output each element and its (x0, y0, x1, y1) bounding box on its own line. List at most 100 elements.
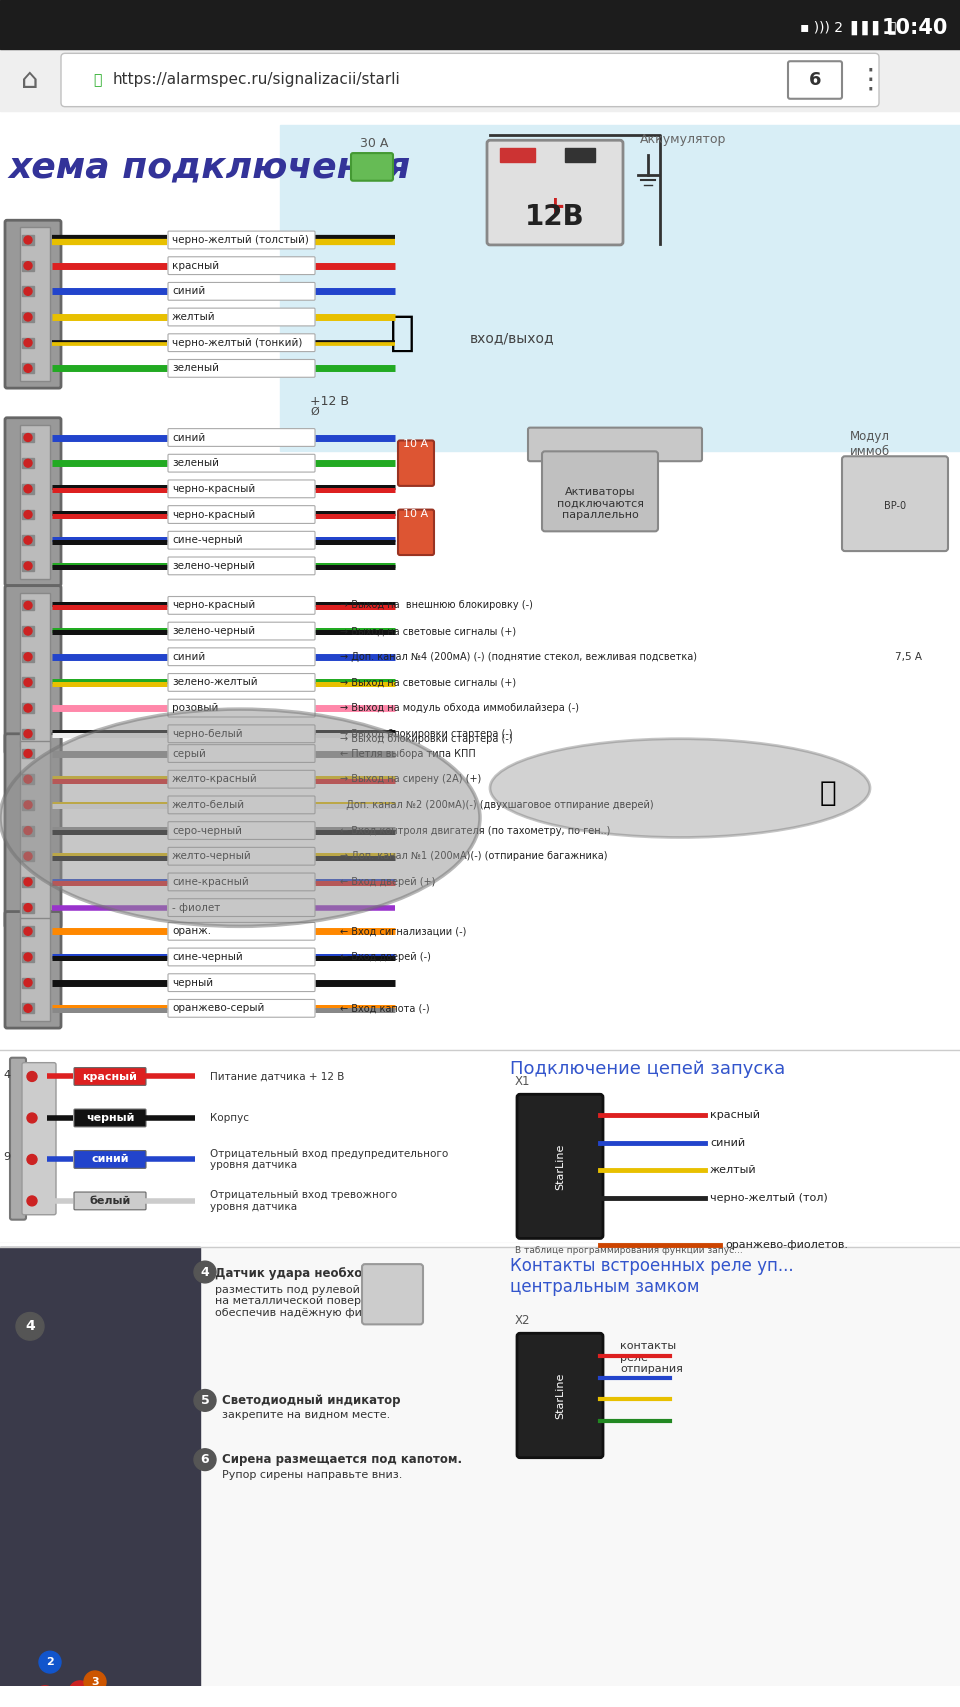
Text: желто-черный: желто-черный (172, 852, 252, 862)
Text: Ø: Ø (310, 406, 319, 417)
Bar (22, 801, 34, 809)
Circle shape (24, 826, 32, 835)
Text: 4: 4 (201, 1265, 209, 1279)
Circle shape (194, 1449, 216, 1470)
Circle shape (24, 877, 32, 886)
Text: хема подключения: хема подключения (8, 150, 410, 184)
Text: → Выход на световые сигналы (+): → Выход на световые сигналы (+) (340, 678, 516, 688)
Text: X1: X1 (515, 1075, 531, 1089)
Bar (22, 287, 34, 297)
Text: 30 А: 30 А (360, 137, 389, 150)
Text: синий: синий (172, 287, 205, 297)
Text: → Выход на  внешнюю блокировку (-): → Выход на внешнюю блокировку (-) (340, 601, 533, 611)
Circle shape (34, 1687, 56, 1707)
Circle shape (24, 312, 32, 321)
FancyBboxPatch shape (168, 621, 315, 640)
Text: 2: 2 (46, 1657, 54, 1668)
FancyBboxPatch shape (74, 1151, 146, 1168)
FancyBboxPatch shape (788, 61, 842, 99)
Text: черно-красный: черно-красный (172, 483, 255, 493)
Ellipse shape (490, 739, 870, 838)
Circle shape (27, 1072, 37, 1082)
Text: 10:40: 10:40 (881, 17, 948, 38)
Text: Рупор сирены направьте вниз.: Рупор сирены направьте вниз. (222, 1470, 402, 1480)
Text: черно-красный: черно-красный (172, 509, 255, 519)
Bar (0, 1050, 960, 1243)
FancyBboxPatch shape (20, 227, 50, 381)
Bar (22, 749, 34, 758)
Text: сине-красный: сине-красный (172, 877, 249, 888)
Text: Доп. канал №2 (200мА)(-) (двухшаговое отпирание дверей): Доп. канал №2 (200мА)(-) (двухшаговое от… (340, 801, 654, 809)
Text: 6: 6 (201, 1453, 209, 1466)
Text: 5: 5 (201, 1395, 209, 1407)
Circle shape (16, 1313, 44, 1340)
Circle shape (27, 1113, 37, 1123)
FancyBboxPatch shape (168, 309, 315, 326)
Text: белый: белый (89, 1197, 131, 1205)
FancyBboxPatch shape (74, 1191, 146, 1210)
Bar (0, 1248, 200, 1707)
Text: красный: красный (172, 261, 219, 271)
Circle shape (24, 261, 32, 270)
Bar (22, 652, 34, 662)
FancyBboxPatch shape (74, 1067, 146, 1086)
Bar (22, 312, 34, 323)
Text: 7,5 А: 7,5 А (895, 652, 922, 662)
Text: StarLine: StarLine (555, 1144, 565, 1190)
Bar (500, 149, 535, 162)
Circle shape (24, 731, 32, 737)
FancyBboxPatch shape (168, 770, 315, 789)
Text: Контакты встроенных реле уп...
центральным замком: Контакты встроенных реле уп... центральн… (510, 1258, 794, 1296)
Text: ← Вход контроля двигателя (по тахометру, по ген..): ← Вход контроля двигателя (по тахометру,… (340, 826, 611, 835)
FancyBboxPatch shape (168, 700, 315, 717)
Text: 3: 3 (91, 1676, 99, 1687)
Text: сине-черный: сине-черный (172, 953, 243, 963)
FancyBboxPatch shape (5, 734, 61, 927)
FancyBboxPatch shape (168, 821, 315, 840)
Text: 10 А: 10 А (403, 439, 428, 449)
FancyBboxPatch shape (542, 451, 658, 531)
Bar (22, 729, 34, 739)
Circle shape (24, 927, 32, 935)
FancyBboxPatch shape (487, 140, 623, 244)
FancyBboxPatch shape (168, 428, 315, 447)
Text: желто-белый: желто-белый (172, 801, 245, 809)
FancyBboxPatch shape (5, 220, 61, 387)
Text: желтый: желтый (172, 312, 216, 323)
Text: черно-желтый (тонкий): черно-желтый (тонкий) (172, 338, 302, 348)
Text: +12 В: +12 В (310, 394, 349, 408)
Text: оранжево-серый: оранжево-серый (172, 1004, 264, 1014)
Text: 🚙: 🚙 (820, 778, 836, 807)
Text: черный: черный (85, 1113, 134, 1123)
Bar (22, 703, 34, 714)
Circle shape (24, 510, 32, 519)
Text: ← Вход сигнализации (-): ← Вход сигнализации (-) (340, 927, 467, 937)
FancyBboxPatch shape (168, 531, 315, 550)
Text: 🔒: 🔒 (93, 73, 102, 87)
Circle shape (69, 1681, 91, 1702)
Circle shape (27, 1197, 37, 1205)
Bar (22, 953, 34, 963)
Text: зелено-желтый: зелено-желтый (172, 678, 257, 688)
Circle shape (24, 562, 32, 570)
FancyBboxPatch shape (20, 741, 50, 920)
Text: → Выход на световые сигналы (+): → Выход на световые сигналы (+) (340, 626, 516, 637)
FancyBboxPatch shape (168, 847, 315, 865)
Text: серый: серый (172, 749, 205, 758)
Text: 5: 5 (26, 1697, 34, 1707)
Circle shape (24, 775, 32, 784)
Text: ▪ ))) 2  ▌▌▌ 🔋: ▪ ))) 2 ▌▌▌ 🔋 (800, 20, 897, 34)
Text: 🚙: 🚙 (390, 312, 415, 353)
Text: оранж.: оранж. (172, 927, 211, 937)
Text: 4: 4 (25, 1320, 35, 1333)
Bar (22, 261, 34, 271)
Text: синий: синий (172, 652, 205, 662)
Text: зеленый: зеленый (172, 457, 219, 468)
Text: ← Петля выбора типа КПП: ← Петля выбора типа КПП (340, 749, 476, 758)
Text: черный: черный (172, 978, 213, 988)
Text: синий: синий (172, 432, 205, 442)
FancyBboxPatch shape (10, 1058, 26, 1221)
Circle shape (24, 749, 32, 758)
FancyBboxPatch shape (168, 230, 315, 249)
FancyBboxPatch shape (168, 795, 315, 814)
